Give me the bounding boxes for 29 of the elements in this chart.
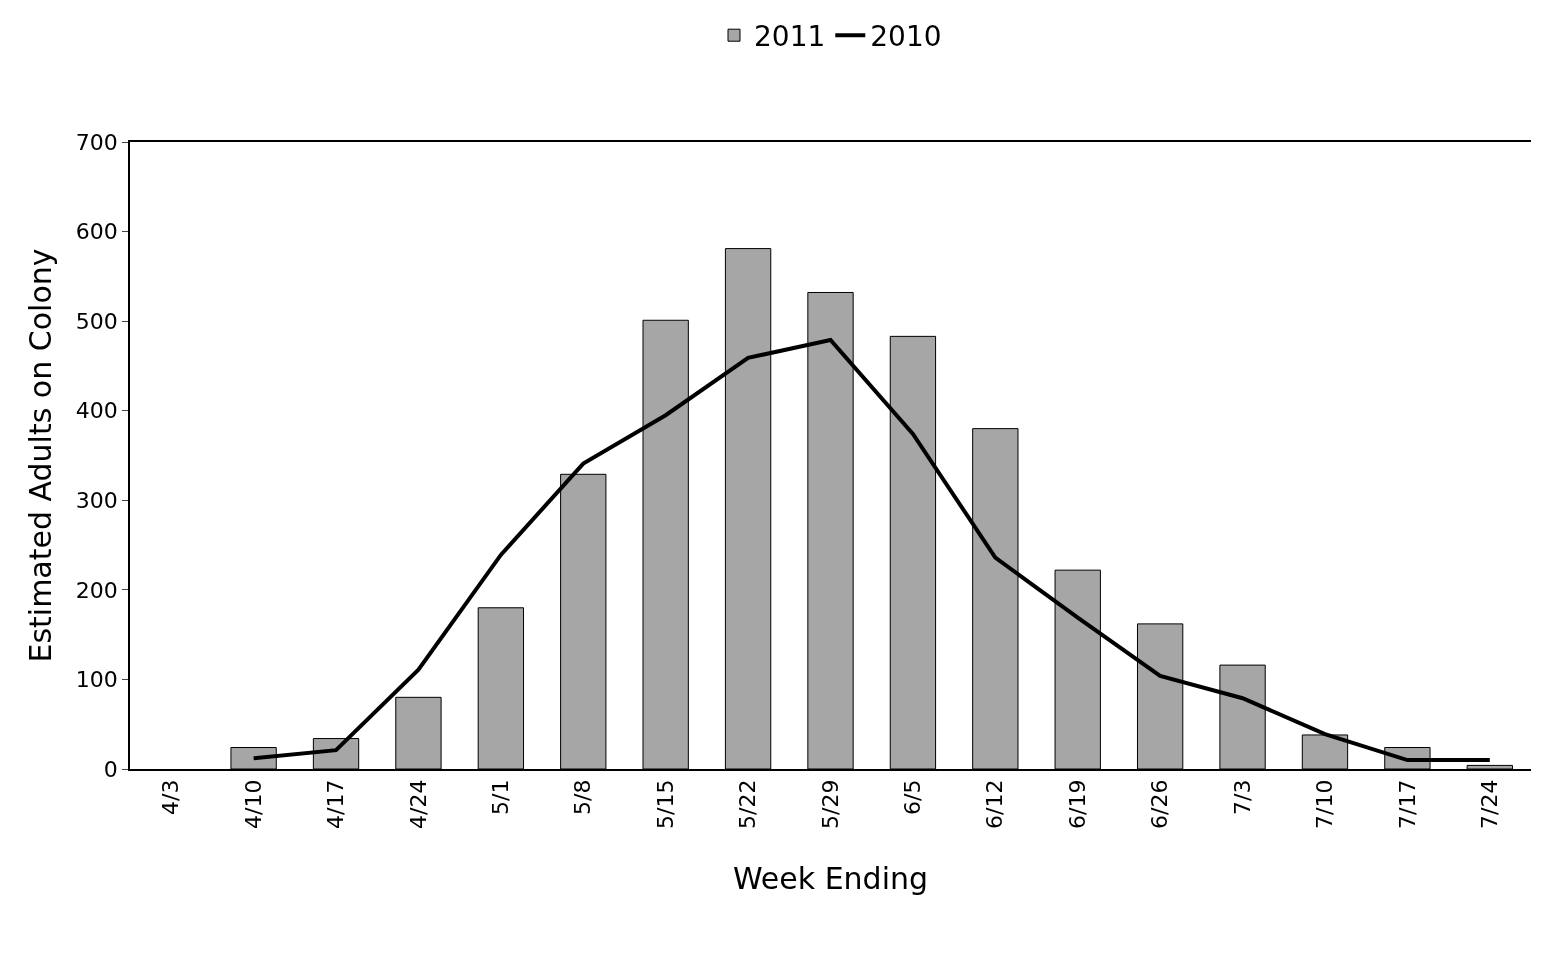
x-tick-label: 7/24 — [1476, 779, 1502, 829]
x-tick-label: 5/22 — [735, 779, 761, 829]
x-tick-label: 4/3 — [158, 779, 184, 815]
legend-label: 2010 — [870, 20, 942, 54]
x-tick-label: 5/29 — [817, 779, 843, 829]
y-tick-label: 0 — [103, 756, 118, 782]
x-tick-label: 6/26 — [1147, 779, 1173, 829]
x-tick-label: 4/17 — [323, 779, 349, 829]
y-tick-label: 700 — [75, 129, 118, 155]
legend-label: 2011 — [754, 20, 826, 54]
x-tick-label: 6/12 — [982, 779, 1008, 829]
x-tick-label: 5/1 — [488, 779, 513, 815]
y-tick-label: 300 — [75, 487, 118, 513]
y-tick-label: 100 — [75, 667, 118, 693]
y-tick-label: 200 — [75, 577, 118, 603]
x-tick-label: 5/8 — [570, 779, 596, 815]
y-tick-label: 500 — [75, 308, 118, 334]
x-tick-label: 7/17 — [1394, 779, 1420, 829]
x-tick-label: 4/10 — [240, 779, 266, 829]
x-tick-label: 6/19 — [1064, 779, 1090, 829]
y-tick-label: 400 — [75, 398, 118, 424]
x-axis-title: Week Ending — [732, 860, 929, 896]
x-tick-label: 4/24 — [405, 779, 431, 829]
y-axis-title: Estimated Adults on Colony — [23, 248, 59, 663]
x-tick-label: 5/15 — [652, 779, 678, 829]
x-tick-label: 7/3 — [1229, 779, 1255, 815]
x-tick-label: 6/5 — [900, 779, 926, 815]
x-tick-label: 7/10 — [1312, 779, 1338, 829]
y-tick-label: 600 — [75, 219, 118, 245]
